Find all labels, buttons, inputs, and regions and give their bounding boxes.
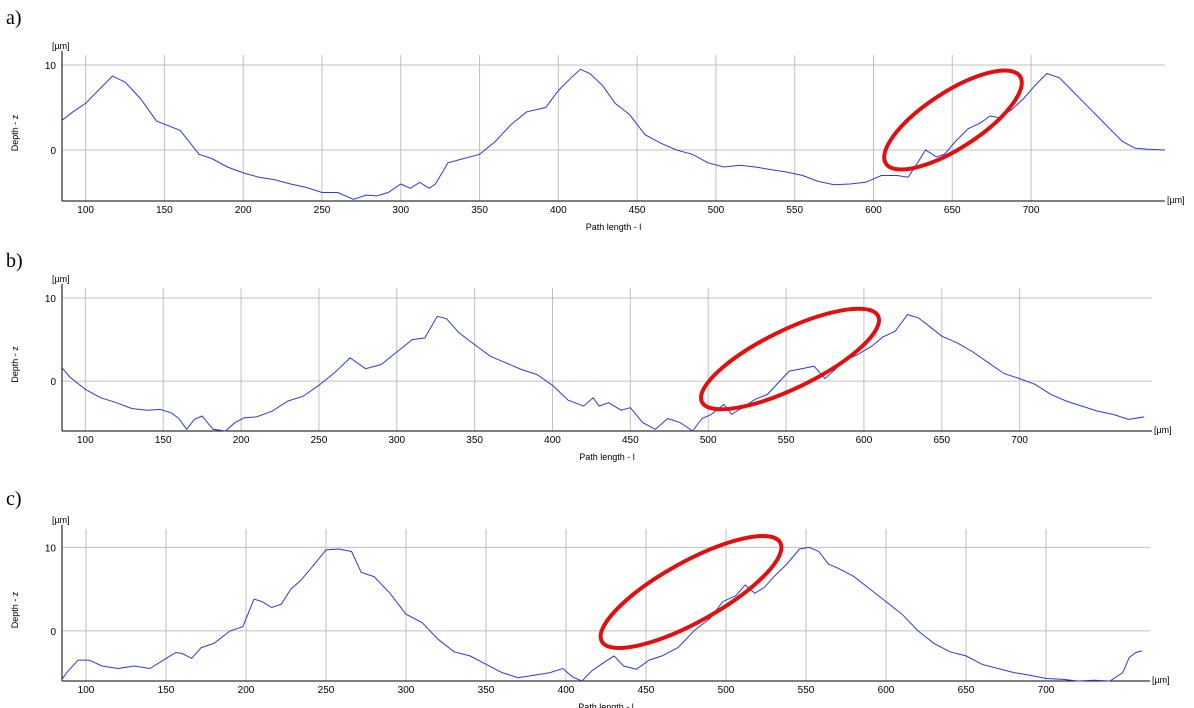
x-axis-title: Path length - l <box>586 222 642 232</box>
x-tick-label: 650 <box>958 685 975 696</box>
panel-label: a) <box>6 7 22 29</box>
x-unit-label: [µm] <box>1152 675 1170 685</box>
x-tick-label: 550 <box>798 685 815 696</box>
x-tick-label: 700 <box>1023 205 1040 216</box>
x-tick-label: 400 <box>558 685 575 696</box>
x-tick-label: 100 <box>77 435 94 446</box>
chart-panel-3: c) 0 10 100 150 200 250 300 350 400 450 500 550 600 65… <box>6 488 1170 708</box>
y-tick-label: 0 <box>50 377 56 388</box>
x-axis-title: Path length - l <box>579 452 635 462</box>
x-tick-label: 400 <box>550 205 567 216</box>
x-tick-label: 200 <box>238 685 255 696</box>
x-tick-label: 450 <box>629 205 646 216</box>
x-tick-label: 450 <box>622 435 639 446</box>
depth-profile-line <box>61 314 1145 432</box>
x-tick-label: 150 <box>158 685 175 696</box>
y-tick-label: 0 <box>50 146 56 157</box>
y-unit-label: [µm] <box>52 515 70 525</box>
y-axis-title: Depth - z <box>10 346 20 383</box>
highlight-ellipse <box>699 306 881 412</box>
x-tick-label: 100 <box>77 205 94 216</box>
x-tick-label: 250 <box>314 205 331 216</box>
x-tick-label: 500 <box>718 685 735 696</box>
y-tick-label: 10 <box>45 61 57 72</box>
x-tick-label: 600 <box>878 685 895 696</box>
x-tick-label: 400 <box>544 435 561 446</box>
y-tick-label: 10 <box>45 543 57 554</box>
x-tick-label: 500 <box>700 435 717 446</box>
x-tick-label: 650 <box>944 205 961 216</box>
y-axis-title: Depth - z <box>10 591 20 628</box>
depth-profile-line <box>61 546 1143 682</box>
x-tick-label: 250 <box>318 685 335 696</box>
chart-panel-1: a) 0 10 100 150 200 250 300 350 400 450 500 550 600 65… <box>6 7 1185 232</box>
x-tick-label: 600 <box>865 205 882 216</box>
x-tick-label: 150 <box>156 205 173 216</box>
x-tick-label: 350 <box>466 435 483 446</box>
panel-label: b) <box>6 250 23 272</box>
x-tick-label: 200 <box>235 205 252 216</box>
x-axis-title: Path length - l <box>578 702 634 708</box>
y-tick-label: 10 <box>45 294 57 305</box>
x-tick-label: 200 <box>233 435 250 446</box>
highlight-ellipse <box>882 68 1024 172</box>
x-tick-label: 300 <box>388 435 405 446</box>
chart-panel-2: b) 0 10 100 150 200 250 300 350 400 450 500 550 600 65… <box>6 250 1172 462</box>
x-unit-label: [µm] <box>1154 425 1172 435</box>
x-tick-label: 250 <box>311 435 328 446</box>
x-tick-label: 150 <box>155 435 172 446</box>
x-tick-label: 700 <box>1011 435 1028 446</box>
y-axis-title: Depth - z <box>10 114 20 151</box>
x-tick-label: 700 <box>1038 685 1055 696</box>
x-tick-label: 550 <box>778 435 795 446</box>
depth-profile-line <box>61 68 1166 200</box>
x-tick-label: 650 <box>933 435 950 446</box>
x-tick-label: 350 <box>471 205 488 216</box>
x-tick-label: 550 <box>786 205 803 216</box>
y-unit-label: [µm] <box>52 274 70 284</box>
x-tick-label: 350 <box>478 685 495 696</box>
x-tick-label: 600 <box>856 435 873 446</box>
y-tick-label: 0 <box>50 627 56 638</box>
panel-label: c) <box>6 488 22 510</box>
highlight-ellipse <box>598 534 784 650</box>
x-tick-label: 500 <box>708 205 725 216</box>
y-unit-label: [µm] <box>52 41 70 51</box>
x-tick-label: 100 <box>78 685 95 696</box>
x-unit-label: [µm] <box>1167 195 1185 205</box>
x-tick-label: 450 <box>638 685 655 696</box>
x-tick-label: 300 <box>392 205 409 216</box>
x-tick-label: 300 <box>398 685 415 696</box>
